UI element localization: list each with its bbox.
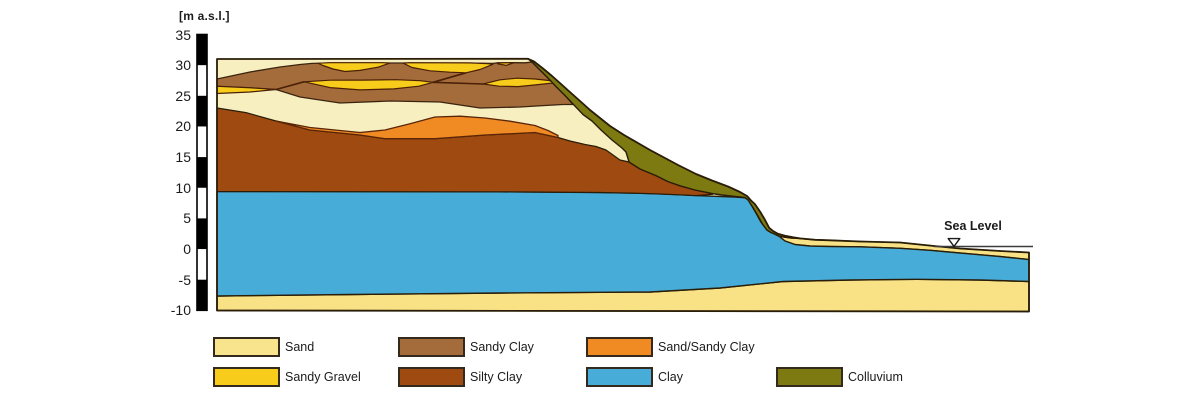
sand-sandy-clay-lens [275, 115, 559, 140]
tick-label-0: 0 [183, 241, 191, 257]
legend-item-silty-clay: Silty Clay [398, 365, 522, 388]
lens-boundary-line [432, 72, 467, 84]
tick-label-5: 5 [183, 210, 191, 227]
sea-level-triangle-icon [947, 237, 961, 248]
legend-item-clay: Clay [586, 365, 683, 388]
sandy-gravel-lens-top-right [402, 62, 494, 74]
axis-unit-label: [m a.s.l.] [179, 9, 230, 23]
tick-label-10: 10 [175, 179, 191, 196]
legend-item-sand-sandy-clay: Sand/Sandy Clay [586, 335, 755, 358]
legend-swatch-sand [213, 336, 280, 357]
sandy-gravel-lens-top-left [317, 62, 391, 73]
legend-item-sand: Sand [213, 335, 314, 358]
sandy-gravel-spindle-mid [303, 79, 434, 91]
legend-swatch-sand-sandy-clay [586, 336, 653, 357]
sandy-gravel-sliver [496, 62, 515, 66]
legend-swatch-clay [586, 366, 653, 387]
elevation-scale-bar [196, 33, 208, 312]
lens-boundary-line [275, 81, 305, 91]
sea-level-label: Sea Level [944, 219, 1002, 233]
tick-label-neg10: -10 [170, 302, 191, 319]
legend-label-silty-clay: Silty Clay [470, 369, 523, 384]
legend-label-colluvium: Colluvium [848, 369, 903, 384]
legend-swatch-sandy-gravel [213, 366, 280, 387]
legend-label-sand-sandy-clay: Sand/Sandy Clay [658, 339, 755, 354]
scale-bar-black-segment [197, 218, 207, 250]
legend-swatch-colluvium [776, 366, 843, 387]
legend-label-sandy-gravel: Sandy Gravel [285, 369, 361, 384]
tick-label-35: 35 [175, 26, 191, 43]
lens-boundary-line [432, 81, 484, 85]
sea-level-marker [934, 237, 1033, 248]
tick-label-30: 30 [175, 57, 191, 74]
tick-label-neg5: -5 [178, 271, 191, 288]
tick-label-20: 20 [175, 118, 191, 135]
legend-swatch-sandy-clay [398, 336, 465, 357]
scale-bar-black-segment [197, 95, 207, 127]
sandy-gravel-lenses [216, 62, 554, 95]
clay-layer [216, 190, 1030, 297]
legend-label-sandy-clay: Sandy Clay [470, 339, 534, 354]
legend-swatch-silty-clay [398, 366, 465, 387]
tick-label-15: 15 [175, 149, 191, 166]
legend-item-sandy-gravel: Sandy Gravel [213, 365, 361, 388]
legend-item-sandy-clay: Sandy Clay [398, 335, 534, 358]
scale-bar-black-segment [197, 279, 207, 311]
legend-item-colluvium: Colluvium [776, 365, 903, 388]
scale-bar-black-segment [197, 157, 207, 188]
legend-label-clay: Clay [658, 369, 684, 384]
legend-label-sand: Sand [285, 339, 315, 354]
section-outline [216, 57, 1030, 313]
tick-label-25: 25 [175, 87, 191, 104]
scale-bar-black-segment [197, 34, 207, 66]
